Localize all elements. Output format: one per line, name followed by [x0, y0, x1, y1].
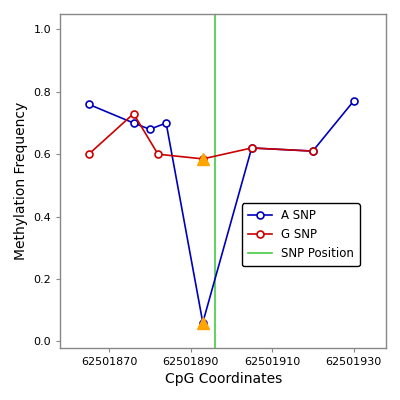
Y-axis label: Methylation Frequency: Methylation Frequency: [14, 102, 28, 260]
Legend: A SNP, G SNP, SNP Position: A SNP, G SNP, SNP Position: [242, 203, 360, 266]
X-axis label: CpG Coordinates: CpG Coordinates: [164, 372, 282, 386]
